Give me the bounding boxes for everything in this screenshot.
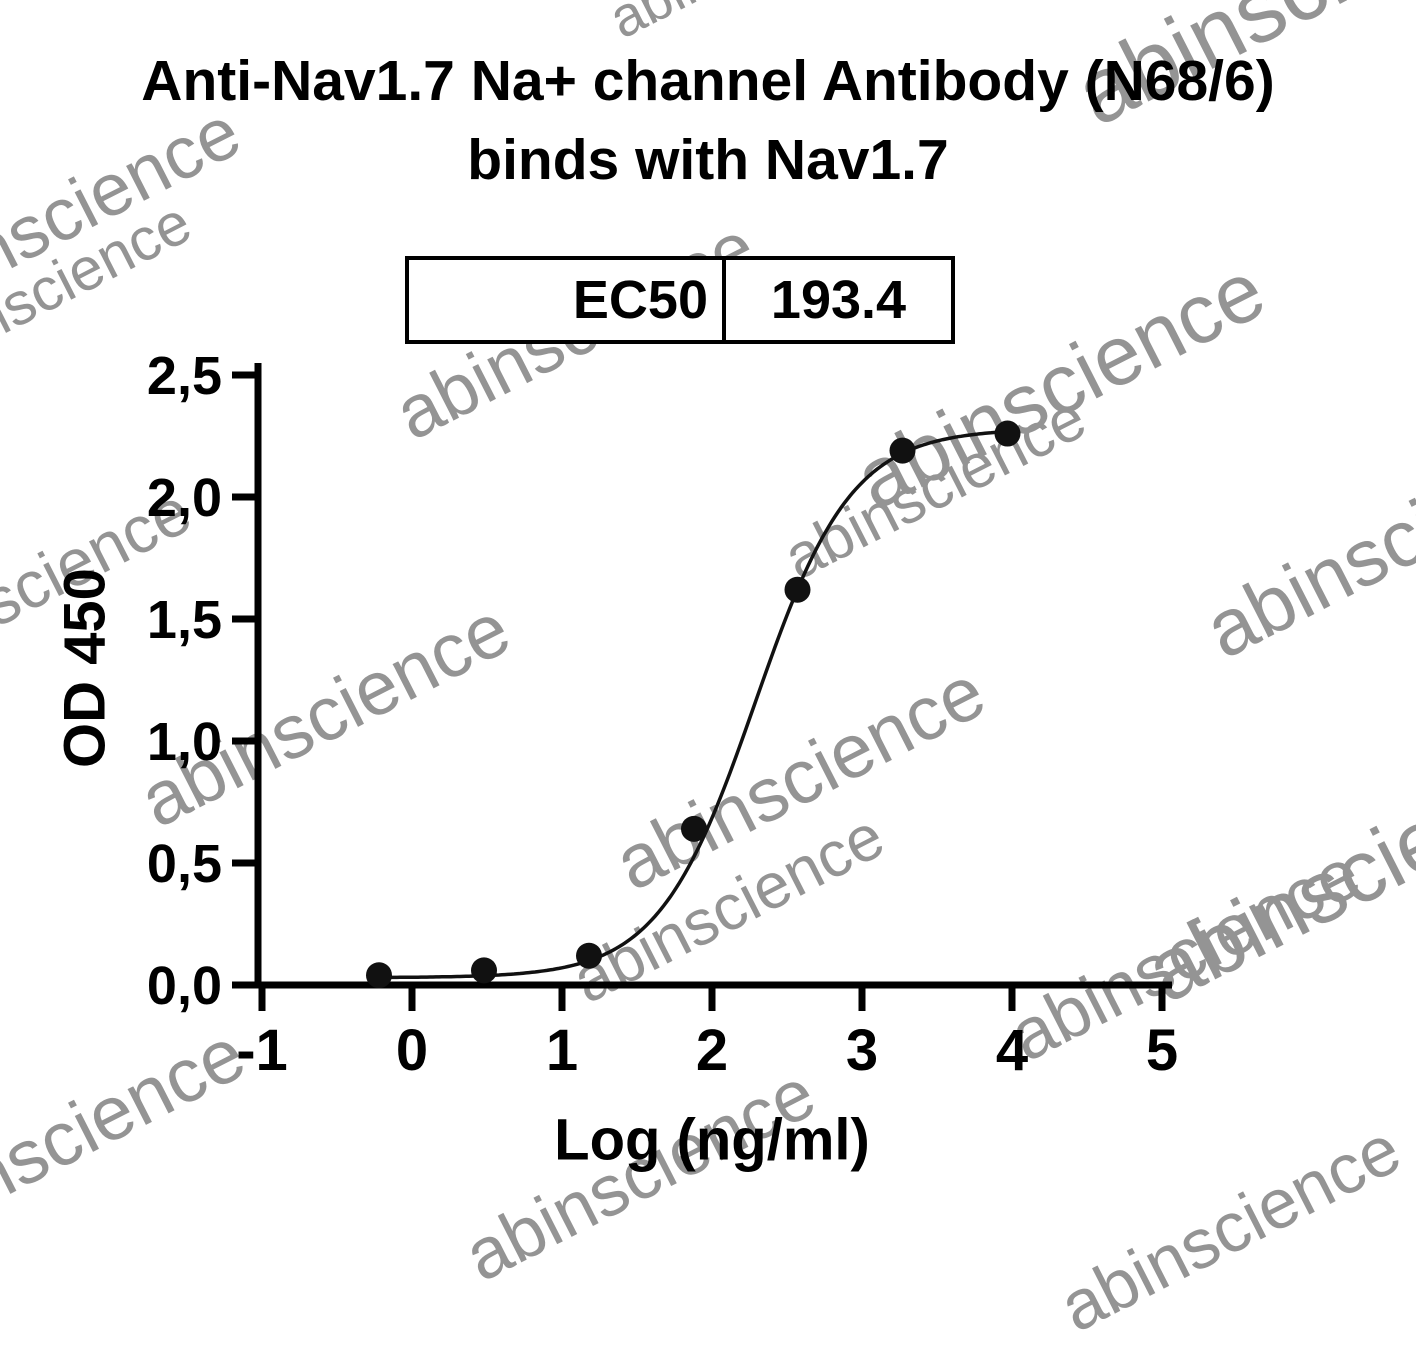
- x-tick-label: 0: [396, 1018, 428, 1083]
- ec50-label-cell: EC50: [572, 270, 708, 330]
- y-tick-label: 2,0: [147, 468, 222, 528]
- fit-curve: [378, 429, 1007, 980]
- y-tick-label: 0,5: [147, 834, 222, 894]
- x-tick-label: -1: [236, 1018, 288, 1083]
- y-axis-label: OD 450: [52, 568, 118, 768]
- x-axis-label: Log (ng/ml): [554, 1107, 870, 1173]
- data-point: [471, 957, 497, 984]
- chart-container: Anti-Nav1.7 Na+ channel Antibody (N68/6)…: [0, 42, 1416, 1173]
- data-point: [366, 962, 392, 989]
- ec50-table: EC50 193.4: [405, 256, 955, 344]
- data-point: [576, 942, 602, 969]
- chart-title-line2: binds with Nav1.7: [467, 127, 949, 192]
- y-tick-label: 1,0: [147, 712, 222, 772]
- y-tick-label: 2,5: [147, 346, 222, 406]
- x-tick-label: 5: [1146, 1018, 1178, 1083]
- data-point: [994, 420, 1021, 447]
- x-tick-label: 1: [546, 1018, 578, 1083]
- data-point: [784, 576, 811, 603]
- chart-svg: 0,0 0,5 1,0 1,5 2,0 2,5 -1 0 1 2 3 4 5: [147, 346, 1178, 1083]
- ec50-value-cell: 193.4: [722, 260, 951, 340]
- data-point: [681, 815, 707, 842]
- data-point: [889, 437, 916, 464]
- x-tick-label: 2: [696, 1018, 728, 1083]
- y-tick-label: 1,5: [147, 590, 222, 650]
- x-tick-label: 4: [996, 1018, 1028, 1083]
- y-tick-label: 0,0: [147, 956, 222, 1016]
- chart-title: Anti-Nav1.7 Na+ channel Antibody (N68/6)…: [0, 42, 1416, 199]
- x-tick-label: 3: [846, 1018, 878, 1083]
- chart-title-line1: Anti-Nav1.7 Na+ channel Antibody (N68/6): [141, 49, 1275, 113]
